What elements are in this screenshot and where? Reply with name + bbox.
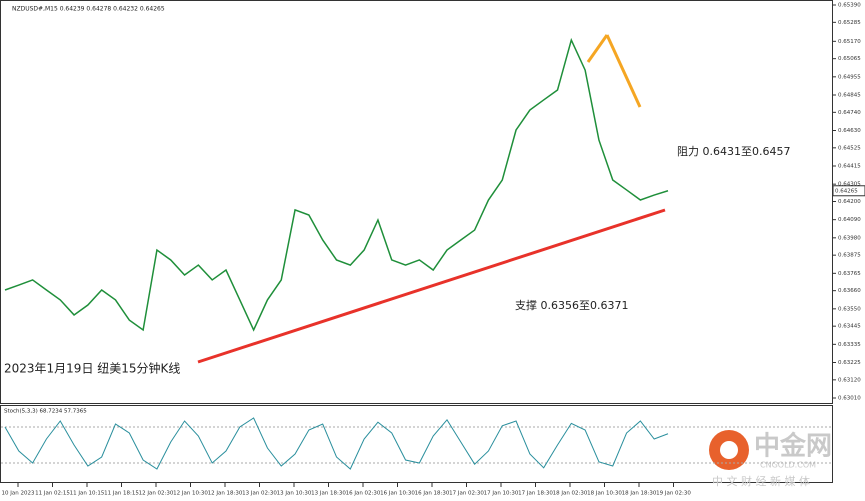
x-tick-label: 13 Jan 02:30 (242, 491, 277, 497)
chart-title: 2023年1月19日 纽美15分钟K线 (4, 361, 180, 376)
y-tick-label: 0.64630 (838, 128, 861, 134)
x-tick-label: 18 Jan 18:30 (622, 491, 657, 497)
fall-line (605, 34, 642, 108)
x-tick-label: 17 Jan 18:30 (518, 491, 553, 497)
watermark: 中金网 CNGOLD.COM 中 文 财 经 新 媒 体 (709, 430, 832, 488)
y-tick-label: 0.63765 (838, 271, 861, 277)
y-tick-label: 0.64200 (838, 199, 861, 205)
y-tick-label: 0.64090 (838, 217, 861, 223)
y-tick-label: 0.63660 (838, 288, 861, 294)
x-tick-label: 16 Jan 18:30 (415, 491, 450, 497)
watermark-name: 中金网 (754, 431, 832, 462)
y-tick-label: 0.63445 (838, 324, 861, 330)
x-tick-label: 11 Jan 18:15 (104, 491, 139, 497)
x-tick-label: 12 Jan 18:30 (208, 491, 243, 497)
y-tick-label: 0.63120 (838, 377, 861, 383)
logo-inner (720, 441, 738, 459)
stoch-line (4, 417, 669, 470)
oscillator-pane (0, 405, 833, 483)
x-tick-label: 12 Jan 02:30 (139, 491, 174, 497)
y-tick-label: 0.64525 (838, 145, 861, 151)
price-line (4, 37, 669, 332)
watermark-site: CNGOLD.COM (760, 461, 816, 470)
oscillator-label: Stoch(5,3,3) 68.7234 57.7365 (4, 409, 87, 415)
x-tick-label: 19 Jan 02:30 (656, 491, 691, 497)
x-tick-label: 10 Jan 2023 (2, 491, 35, 497)
x-tick-label: 16 Jan 10:30 (380, 491, 415, 497)
x-tick-label: 16 Jan 02:30 (346, 491, 381, 497)
y-tick-label: 0.63550 (838, 306, 861, 312)
y-tick-label: 0.65285 (838, 20, 861, 26)
resistance-note: 阻力 0.6431至0.6457 (677, 145, 790, 158)
x-tick-label: 13 Jan 10:30 (277, 491, 312, 497)
y-tick-label: 0.64955 (838, 74, 861, 80)
x-tick-label: 18 Jan 02:30 (553, 491, 588, 497)
y-tick-label: 0.64305 (838, 182, 861, 188)
y-tick-label: 0.63980 (838, 235, 861, 241)
y-tick-label: 0.65390 (838, 3, 861, 9)
support-note: 支撑 0.6356至0.6371 (515, 298, 628, 312)
x-tick-label: 17 Jan 10:30 (484, 491, 519, 497)
support-trendline (197, 208, 666, 364)
x-tick-label: 13 Jan 18:30 (311, 491, 346, 497)
x-tick-label: 17 Jan 02:30 (449, 491, 484, 497)
x-tick-label: 11 Jan 02:15 (35, 491, 70, 497)
y-tick-label: 0.65065 (838, 56, 861, 62)
y-tick-label: 0.63225 (838, 360, 861, 366)
x-tick-label: 11 Jan 10:15 (70, 491, 105, 497)
watermark-slogan: 中 文 财 经 新 媒 体 (712, 474, 810, 488)
last-price-tag (832, 185, 865, 197)
main-pane (0, 0, 833, 404)
y-tick-label: 0.64415 (838, 163, 861, 169)
y-tick-label: 0.64740 (838, 110, 861, 116)
y-tick-label: 0.65170 (838, 39, 861, 45)
rise-line (586, 34, 609, 63)
chart-header: NZDUSD#,M15 0.64239 0.64278 0.64232 0.64… (12, 6, 165, 13)
y-tick-label: 0.64845 (838, 92, 861, 98)
y-tick-label: 0.63335 (838, 342, 861, 348)
last-price-label: 0.64265 (835, 188, 858, 194)
x-tick-label: 18 Jan 10:30 (587, 491, 622, 497)
x-tick-label: 12 Jan 10:30 (173, 491, 208, 497)
y-tick-label: 0.63875 (838, 253, 861, 259)
y-tick-label: 0.63010 (838, 396, 861, 402)
